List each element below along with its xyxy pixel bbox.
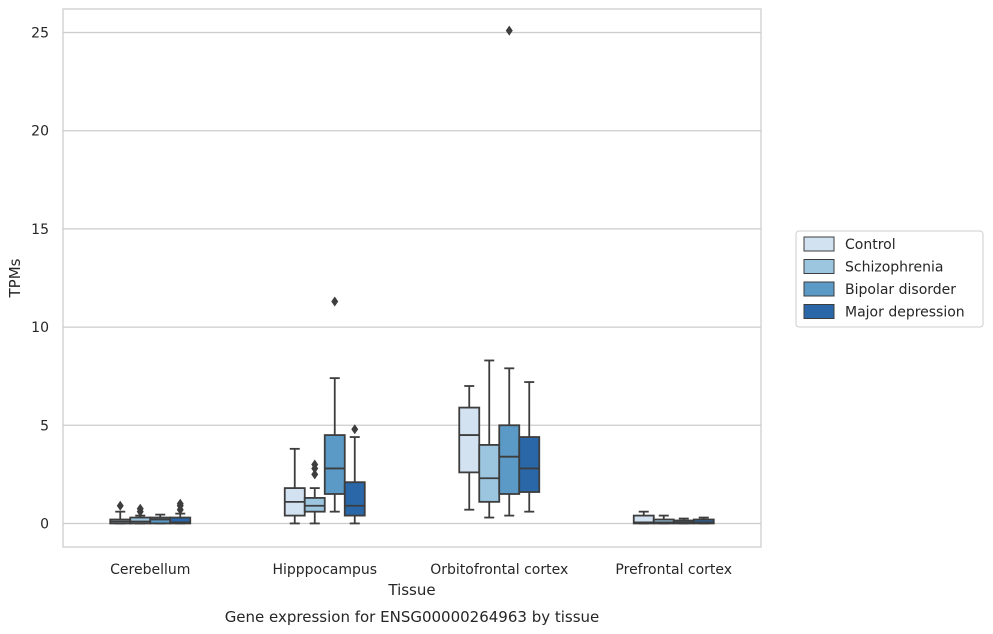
- outlier-point: [331, 296, 339, 307]
- box: [303, 497, 326, 513]
- x-tick-label: Prefrontal cortex: [615, 562, 732, 578]
- y-axis-title: TPMs: [6, 258, 24, 298]
- box: [692, 518, 715, 525]
- y-tick-label: 10: [31, 320, 49, 336]
- box: [323, 434, 346, 495]
- box: [518, 436, 541, 493]
- outlier-point: [176, 498, 184, 509]
- category-group: [283, 296, 366, 525]
- outlier-point: [311, 469, 319, 480]
- x-tick-label: Cerebellum: [110, 562, 190, 578]
- legend-label: Schizophrenia: [845, 260, 943, 276]
- x-axis-title: Tissue: [387, 581, 435, 599]
- box: [498, 424, 521, 495]
- plot-area-frame: [62, 8, 762, 548]
- x-tick-label: Hipppocampus: [272, 562, 377, 578]
- x-tick-labels: Cerebellum Hipppocampus Orbitofrontal cort…: [110, 562, 732, 578]
- legend-frame: [795, 230, 984, 328]
- box: [478, 443, 501, 503]
- box: [169, 516, 192, 525]
- y-tick-label: 15: [31, 222, 49, 238]
- legend-label: Bipolar disorder: [845, 282, 956, 298]
- legend-swatch: [803, 259, 835, 274]
- y-tick-label: 0: [40, 516, 49, 532]
- legend-swatch: [803, 236, 835, 252]
- category-group: [458, 25, 541, 519]
- y-tick-label: 25: [31, 26, 49, 42]
- category-group: [632, 510, 715, 525]
- figure-caption: Gene expression for ENSG00000264963 by t…: [225, 608, 600, 626]
- legend-swatch: [803, 281, 835, 297]
- outlier-point: [136, 503, 144, 514]
- legend-label: Control: [845, 237, 896, 253]
- y-tick-label: 5: [40, 418, 49, 434]
- outlier-point: [116, 500, 124, 511]
- legend-items: Control Schizophrenia Bipolar disorder Majo…: [803, 236, 965, 321]
- legend-item: Control: [803, 236, 896, 253]
- legend-item: Major depression: [803, 304, 965, 321]
- legend-item: Schizophrenia: [803, 259, 943, 276]
- y-tick-labels: 0 5 10 15 20 25: [31, 26, 49, 533]
- outlier-point: [311, 459, 319, 470]
- legend-item: Bipolar disorder: [803, 281, 956, 298]
- legend: Control Schizophrenia Bipolar disorder Majo…: [795, 230, 984, 328]
- legend-swatch: [803, 304, 835, 319]
- box: [149, 516, 172, 525]
- grid-lines: [63, 31, 761, 525]
- legend-label: Major depression: [845, 305, 965, 321]
- outlier-point: [505, 25, 513, 36]
- category-group: [109, 498, 192, 525]
- box: [458, 406, 481, 474]
- box: [343, 481, 366, 517]
- box-groups: [109, 25, 715, 525]
- box: [129, 516, 152, 525]
- y-tick-label: 20: [31, 124, 49, 140]
- outlier-point: [351, 424, 359, 435]
- x-tick-label: Orbitofrontal cortex: [430, 562, 568, 578]
